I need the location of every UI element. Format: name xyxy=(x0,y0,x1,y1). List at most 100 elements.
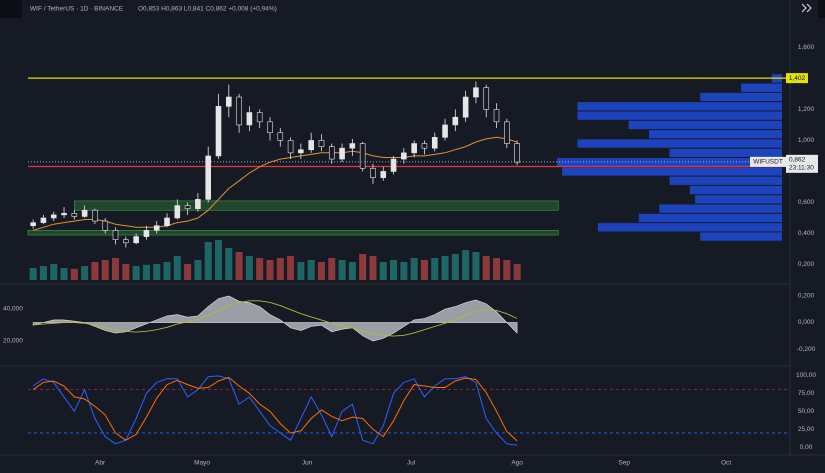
volume-bar xyxy=(163,262,171,280)
signal-line xyxy=(33,300,518,337)
volume-bar xyxy=(50,264,58,280)
candle-body xyxy=(267,121,273,133)
volume-bar xyxy=(420,260,428,280)
y-tick-label: 50,00 xyxy=(798,408,815,415)
candle-body xyxy=(308,140,314,151)
candle-body xyxy=(401,152,407,160)
volume-bar xyxy=(503,260,511,280)
candle-body xyxy=(452,116,459,126)
volume-bar xyxy=(348,262,356,280)
corner-button[interactable] xyxy=(0,0,22,18)
y-tick-label: 1,000 xyxy=(798,137,815,144)
y-tick-label: 1,200 xyxy=(798,106,815,113)
oscillator-line xyxy=(32,376,518,442)
y-tick-label: 0,00 xyxy=(800,444,813,451)
volume-profile-bar xyxy=(577,102,782,111)
candle-body xyxy=(30,222,36,227)
candle-body xyxy=(50,214,57,219)
candle-body xyxy=(153,225,160,231)
candle-body xyxy=(195,199,201,209)
candle-body xyxy=(493,109,500,123)
volume-bar xyxy=(142,264,150,280)
volume-bar xyxy=(112,258,120,280)
candle-body xyxy=(370,168,376,178)
volume-bar xyxy=(472,252,480,280)
volume-bar xyxy=(60,268,68,280)
volume-profile-bar xyxy=(669,176,782,185)
x-tick-label: Sep xyxy=(618,460,630,467)
volume-bar xyxy=(194,260,202,280)
candle-body xyxy=(225,96,232,107)
y-tick-label: 100,00 xyxy=(796,372,816,379)
candle-body xyxy=(328,146,335,160)
expand-button[interactable] xyxy=(818,0,825,18)
candle-body xyxy=(40,217,47,223)
y-tick-label: 0,400 xyxy=(798,230,815,237)
volume-profile-bar xyxy=(577,139,782,148)
volume-bar xyxy=(317,262,325,280)
candle-body xyxy=(236,96,242,126)
volume-bar xyxy=(153,264,161,280)
x-tick-label: Mayo xyxy=(194,460,210,467)
candle-body xyxy=(81,209,88,217)
volume-bar xyxy=(513,264,521,280)
last-price-box xyxy=(786,154,818,173)
x-tick-label: Abr xyxy=(95,460,106,467)
last-price-label: 0,862 xyxy=(789,157,806,164)
volume-profile-bar xyxy=(669,148,782,157)
volume-bar xyxy=(297,262,305,280)
candle-body xyxy=(359,143,366,169)
volume-bar xyxy=(287,256,295,280)
moving-average xyxy=(32,136,518,231)
volume-profile-bar xyxy=(689,185,782,195)
candle-body xyxy=(71,213,78,217)
volume-bar xyxy=(266,260,274,280)
y2-tick-label: 40,000 xyxy=(3,306,23,313)
volume-profile-bar xyxy=(700,232,782,241)
candle-body xyxy=(205,155,212,200)
candle-body xyxy=(133,236,139,244)
volume-profile-bar xyxy=(741,83,782,92)
volume-bar xyxy=(462,250,470,280)
candle-body xyxy=(473,87,479,98)
candle-body xyxy=(287,140,294,154)
candle-body xyxy=(339,147,345,160)
volume-profile-bar xyxy=(562,167,782,176)
volume-bar xyxy=(379,262,387,280)
candle-body xyxy=(411,143,417,154)
volume-bar xyxy=(482,256,490,280)
price-label-box xyxy=(786,73,808,84)
candle-body xyxy=(349,143,356,149)
symbol-label-box xyxy=(750,156,786,167)
x-tick-label: Oct xyxy=(721,460,731,467)
volume-bar xyxy=(173,256,181,280)
candle-body xyxy=(61,213,67,216)
candle-body xyxy=(504,121,510,144)
candle-body xyxy=(442,124,448,138)
candle-body xyxy=(174,205,181,219)
volume-bar xyxy=(29,268,37,280)
y-tick-label: 1,600 xyxy=(798,44,815,51)
volume-bar xyxy=(225,248,233,280)
volume-bar xyxy=(307,260,315,280)
x-tick-label: Jun xyxy=(302,460,313,467)
candle-body xyxy=(164,217,170,227)
candle-body xyxy=(112,230,119,240)
volume-bar xyxy=(132,266,140,280)
candle-body xyxy=(421,143,428,149)
candle-body xyxy=(184,205,191,209)
expand-arrows[interactable] xyxy=(801,3,812,13)
volume-bar xyxy=(410,258,418,280)
candle-body xyxy=(123,239,129,244)
volume-profile-bar xyxy=(597,223,782,232)
symbol-label: WIFUSDT xyxy=(753,159,783,166)
candle-body xyxy=(277,132,284,141)
y-tick-label: 0,200 xyxy=(798,293,815,300)
candle-body xyxy=(256,112,263,123)
volume-bar xyxy=(184,264,192,280)
candle-body xyxy=(380,171,387,178)
volume-bar xyxy=(101,260,109,280)
volume-bar xyxy=(70,268,78,280)
